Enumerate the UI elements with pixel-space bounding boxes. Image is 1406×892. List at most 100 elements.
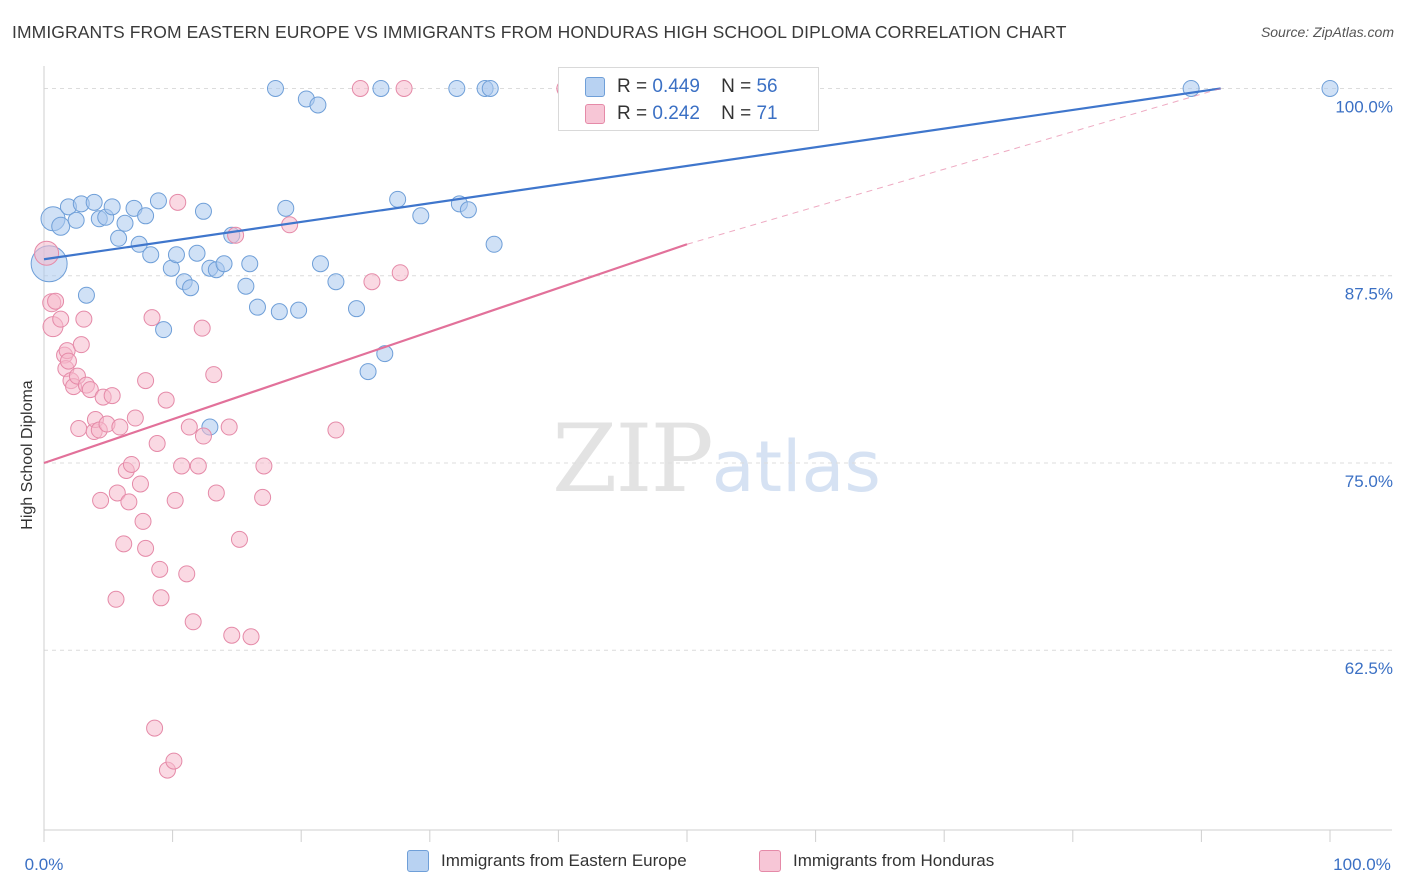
watermark-zip: ZIP (552, 405, 714, 514)
eastern-europe-point (194, 202, 212, 220)
honduras-point (126, 409, 144, 427)
honduras-point (193, 319, 211, 337)
honduras-point (351, 79, 369, 97)
eastern-europe-point (359, 363, 377, 381)
eastern-europe-point (485, 235, 503, 253)
legend-swatch-blue (585, 77, 605, 97)
honduras-point (70, 420, 88, 438)
honduras-point (254, 488, 272, 506)
eastern-europe-point (149, 192, 167, 210)
eastern-europe-point (142, 246, 160, 264)
honduras-point (75, 310, 93, 328)
eastern-europe-point (389, 190, 407, 208)
legend-n-value: 71 (756, 103, 778, 124)
honduras-point (152, 589, 170, 607)
eastern-europe-point (167, 246, 185, 264)
chart-title: IMMIGRANTS FROM EASTERN EUROPE VS IMMIGR… (12, 22, 1067, 42)
eastern-europe-point (110, 229, 128, 247)
y-tick-label: 62.5% (1345, 659, 1393, 678)
honduras-point (59, 352, 77, 370)
honduras-point (180, 418, 198, 436)
honduras-point (137, 539, 155, 557)
legend-r-label: R = (617, 103, 648, 124)
honduras-point (184, 613, 202, 631)
bottom-legend-swatch-blue (407, 850, 429, 872)
eastern-europe-point (372, 79, 390, 97)
eastern-europe-point (188, 244, 206, 262)
eastern-europe-point (448, 79, 466, 97)
honduras-point (72, 336, 90, 354)
honduras-point (178, 565, 196, 583)
eastern-europe-point (376, 345, 394, 363)
eastern-europe-point (309, 96, 327, 114)
honduras-point (165, 752, 183, 770)
eastern-europe-point (412, 207, 430, 225)
honduras-point (166, 491, 184, 509)
eastern-europe-point (266, 79, 284, 97)
honduras-point (207, 484, 225, 502)
honduras-point (395, 79, 413, 97)
honduras-point (107, 590, 125, 608)
source-label: Source: ZipAtlas.com (1260, 24, 1394, 40)
legend-n-value: 56 (756, 76, 778, 97)
eastern-europe-point (311, 255, 329, 273)
honduras-point (220, 418, 238, 436)
legend-r-label: R = (617, 76, 648, 97)
honduras-point (103, 387, 121, 405)
honduras-point (173, 457, 191, 475)
honduras-point (47, 292, 65, 310)
honduras-point (131, 475, 149, 493)
honduras-point (146, 719, 164, 737)
honduras-point (230, 530, 248, 548)
honduras-point (223, 626, 241, 644)
honduras-point (34, 240, 60, 266)
legend-r-value: 0.449 (652, 76, 700, 97)
x-tick-label: 0.0% (25, 855, 64, 874)
honduras-trendline (43, 243, 688, 465)
eastern-europe-point (347, 300, 365, 318)
eastern-europe-point (116, 214, 134, 232)
bottom-legend-label: Immigrants from Eastern Europe (441, 851, 687, 870)
eastern-europe-point (237, 277, 255, 295)
honduras-point (134, 512, 152, 530)
correlation-legend: R = 0.449 N = 56 R = 0.242 N = 71 (558, 67, 819, 131)
legend-r-value: 0.242 (652, 103, 700, 124)
honduras-point (151, 560, 169, 578)
x-tick-label: 100.0% (1333, 855, 1391, 874)
honduras-point (137, 372, 155, 390)
eastern-europe-point (241, 255, 259, 273)
watermark-atlas: atlas (711, 426, 881, 508)
watermark: ZIPatlas (552, 405, 881, 514)
eastern-europe-point (103, 198, 121, 216)
eastern-europe-point (155, 321, 173, 339)
honduras-trendline-extension (686, 87, 1221, 245)
bottom-legend-swatch-pink (759, 850, 781, 872)
honduras-point (92, 491, 110, 509)
honduras-point (108, 484, 126, 502)
y-tick-label: 100.0% (1335, 97, 1393, 116)
honduras-point (169, 193, 187, 211)
y-tick-label: 87.5% (1345, 285, 1393, 304)
eastern-europe-point (248, 298, 266, 316)
eastern-europe-point (137, 207, 155, 225)
eastern-europe-point (459, 201, 477, 219)
y-axis-label: High School Diploma (19, 380, 36, 530)
legend-swatch-pink (585, 104, 605, 124)
honduras-point (148, 435, 166, 453)
honduras-point (189, 457, 207, 475)
honduras-point (120, 493, 138, 511)
eastern-europe-point (481, 79, 499, 97)
bottom-legend-label: Immigrants from Honduras (793, 851, 995, 870)
eastern-europe-point (327, 273, 345, 291)
honduras-point (194, 427, 212, 445)
eastern-europe-point (51, 216, 71, 236)
honduras-point (111, 418, 129, 436)
legend-n-label: N = (721, 103, 752, 124)
eastern-europe-point (1321, 79, 1339, 97)
bottom-legend-eastern-europe: Immigrants from Eastern Europe (407, 850, 687, 872)
eastern-europe-point (270, 303, 288, 321)
honduras-point (52, 310, 70, 328)
honduras-point (255, 457, 273, 475)
eastern-europe-point (182, 279, 200, 297)
